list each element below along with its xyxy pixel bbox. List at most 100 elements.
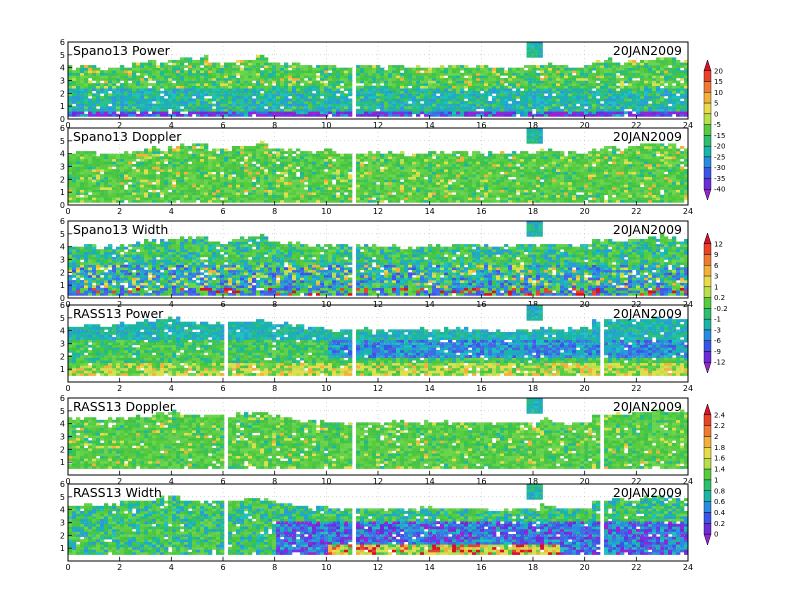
- heatmap-cell: [112, 98, 117, 102]
- heatmap-cell: [456, 75, 461, 79]
- heatmap-cell: [660, 103, 665, 107]
- heatmap-cell: [176, 156, 181, 160]
- heatmap-cell: [368, 85, 373, 89]
- heatmap-cell: [140, 194, 145, 198]
- heatmap-cell: [140, 111, 145, 115]
- heatmap-cell: [592, 85, 597, 89]
- heatmap-cell: [144, 197, 149, 201]
- heatmap-cell: [676, 75, 681, 79]
- heatmap-cell: [356, 88, 361, 92]
- heatmap-cell: [328, 151, 333, 154]
- heatmap-cell: [92, 67, 97, 71]
- heatmap-cell: [300, 108, 305, 112]
- heatmap-cell: [100, 161, 105, 165]
- heatmap-cell: [408, 80, 413, 84]
- heatmap-cell: [420, 98, 425, 102]
- heatmap-cell: [608, 77, 613, 81]
- heatmap-cell: [308, 187, 313, 190]
- heatmap-cell: [96, 199, 101, 203]
- heatmap-cell: [76, 72, 81, 76]
- heatmap-cell: [404, 108, 409, 112]
- heatmap-cell: [216, 77, 221, 81]
- heatmap-cell: [304, 80, 309, 84]
- heatmap-cell: [80, 192, 85, 196]
- heatmap-cell: [564, 67, 569, 71]
- heatmap-cell: [444, 184, 449, 188]
- heatmap-cell: [148, 108, 153, 112]
- heatmap-cell: [528, 65, 533, 68]
- heatmap-cell: [268, 161, 273, 165]
- heatmap-cell: [276, 98, 281, 102]
- heatmap-cell: [424, 181, 429, 185]
- heatmap-cell: [144, 80, 149, 84]
- heatmap-cell: [580, 103, 585, 107]
- heatmap-cell: [264, 143, 269, 147]
- heatmap-cell: [328, 85, 333, 89]
- heatmap-cell: [88, 179, 93, 183]
- heatmap-cell: [300, 72, 305, 76]
- heatmap-cell: [538, 47, 543, 50]
- heatmap-cell: [652, 85, 657, 89]
- heatmap-cell: [564, 80, 569, 84]
- heatmap-cell: [356, 199, 361, 203]
- heatmap-cell: [560, 72, 565, 76]
- heatmap-cell: [108, 83, 113, 86]
- heatmap-cell: [276, 181, 281, 185]
- heatmap-cell: [276, 174, 281, 178]
- heatmap-cell: [480, 98, 485, 102]
- heatmap-cell: [180, 85, 185, 89]
- heatmap-cell: [324, 75, 329, 79]
- heatmap-cell: [456, 77, 461, 81]
- heatmap-cell: [96, 169, 101, 172]
- heatmap-cell: [344, 161, 349, 165]
- heatmap-cell: [156, 166, 161, 170]
- heatmap-cell: [460, 189, 465, 193]
- heatmap-cell: [184, 65, 189, 68]
- heatmap-cell: [316, 166, 321, 170]
- heatmap-cell: [436, 106, 441, 110]
- heatmap-cell: [80, 83, 85, 86]
- heatmap-cell: [340, 72, 345, 76]
- heatmap-cell: [476, 85, 481, 89]
- heatmap-cell: [456, 90, 461, 94]
- heatmap-cell: [332, 77, 337, 81]
- heatmap-cell: [192, 85, 197, 89]
- heatmap-cell: [288, 161, 293, 165]
- heatmap-cell: [304, 189, 309, 193]
- heatmap-cell: [248, 176, 253, 180]
- heatmap-cell: [304, 169, 309, 172]
- heatmap-cell: [240, 90, 245, 94]
- heatmap-cell: [164, 90, 169, 94]
- heatmap-cell: [336, 156, 341, 160]
- heatmap-cell: [176, 192, 181, 196]
- heatmap-cell: [448, 93, 453, 97]
- heatmap-cell: [188, 101, 193, 104]
- heatmap-cell: [504, 77, 509, 81]
- heatmap-cell: [500, 67, 505, 71]
- heatmap-cell: [284, 197, 289, 201]
- heatmap-cell: [160, 98, 165, 102]
- heatmap-cell: [260, 72, 265, 76]
- heatmap-cell: [200, 77, 205, 81]
- heatmap-cell: [526, 42, 531, 45]
- heatmap-cell: [360, 169, 365, 172]
- heatmap-cell: [376, 156, 381, 160]
- heatmap-cell: [316, 95, 321, 99]
- heatmap-cell: [76, 153, 81, 157]
- heatmap-cell: [560, 108, 565, 112]
- heatmap-cell: [544, 95, 549, 99]
- heatmap-cell: [72, 111, 77, 115]
- heatmap-cell: [180, 77, 185, 81]
- heatmap-cell: [620, 106, 625, 110]
- heatmap-cell: [624, 70, 629, 74]
- heatmap-cell: [396, 72, 401, 76]
- heatmap-cell: [308, 98, 313, 102]
- heatmap-cell: [228, 101, 233, 104]
- heatmap-cell: [420, 199, 425, 203]
- heatmap-cell: [648, 75, 653, 79]
- heatmap-cell: [380, 70, 385, 74]
- heatmap-cell: [248, 166, 253, 170]
- heatmap-cell: [432, 72, 437, 76]
- heatmap-cell: [80, 174, 85, 178]
- heatmap-cell: [420, 184, 425, 188]
